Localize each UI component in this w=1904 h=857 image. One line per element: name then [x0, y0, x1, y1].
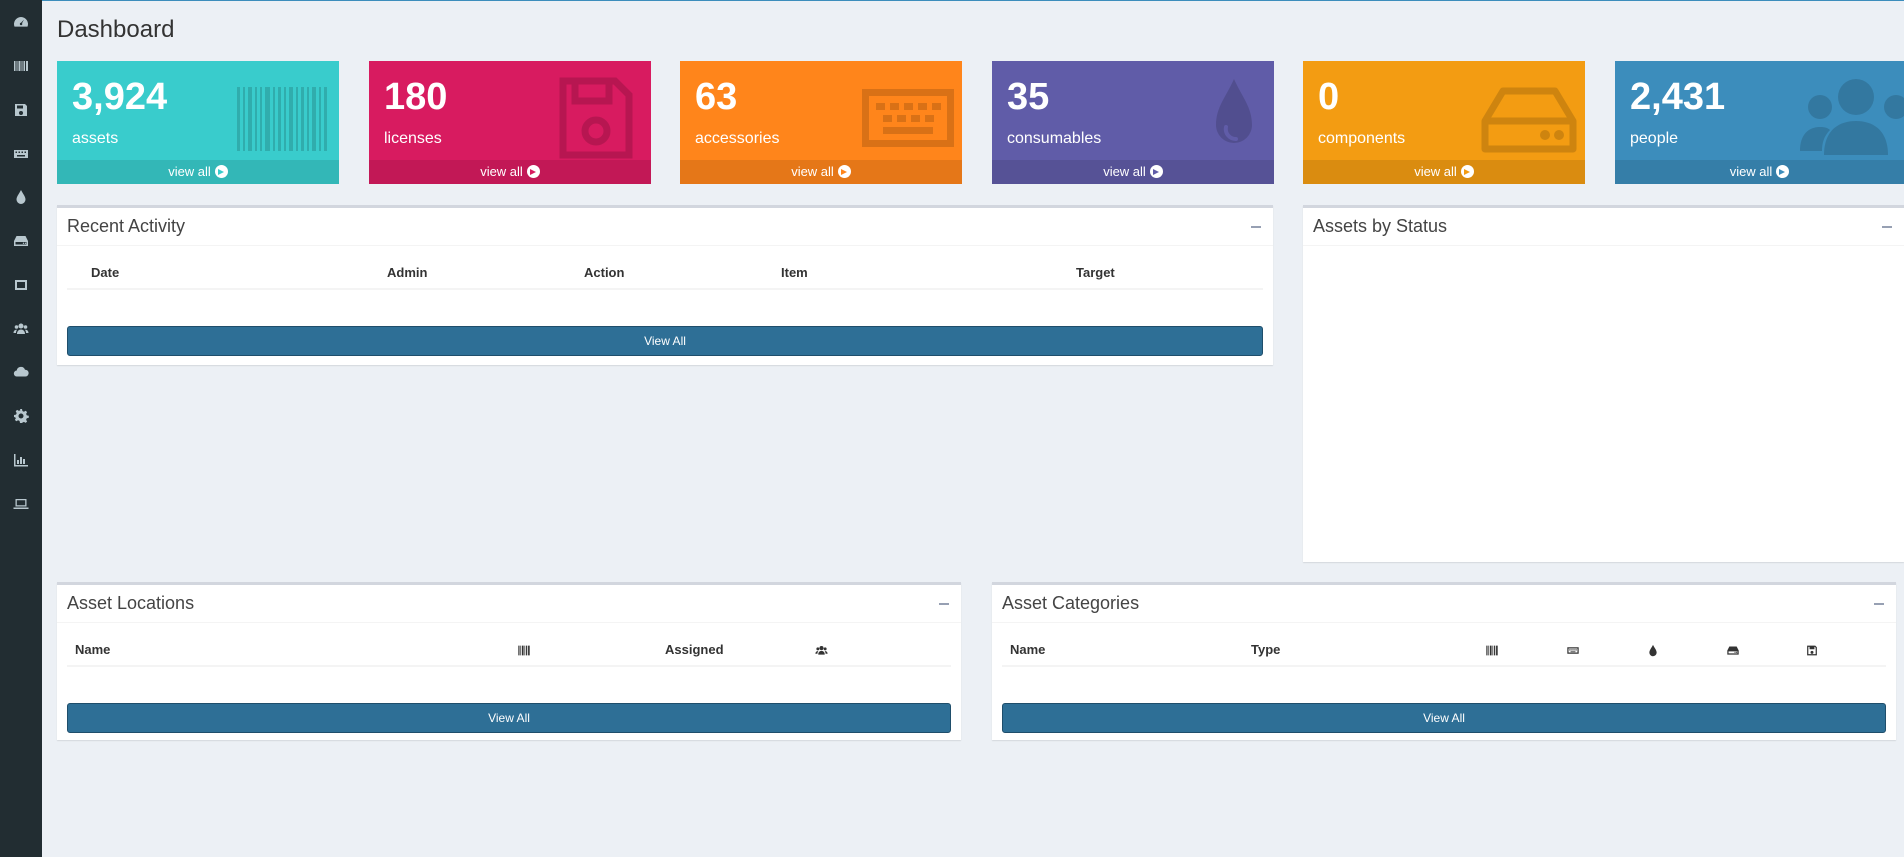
consumables-view-all-link[interactable]: view all [992, 160, 1274, 184]
page-title: Dashboard [57, 16, 175, 43]
collapse-button[interactable] [1249, 220, 1263, 234]
users-icon [1800, 77, 1904, 159]
licenses-count: 180 [384, 76, 448, 118]
licenses-label: licenses [384, 130, 442, 147]
components-label: components [1318, 130, 1406, 147]
floppy-disk-icon[interactable] [1805, 644, 1819, 657]
column-item[interactable]: Item [781, 265, 808, 280]
licenses-view-all-link[interactable]: view all [369, 160, 651, 184]
assets-by-status-box: Assets by Status [1303, 205, 1904, 562]
sidebar [0, 0, 42, 857]
asset-categories-box: Asset Categories Name Type View All [992, 582, 1896, 740]
view-all-label: view all [480, 164, 523, 179]
column-name[interactable]: Name [1010, 642, 1046, 657]
accessories-count: 63 [695, 76, 738, 118]
accessories-view-all-link[interactable]: view all [680, 160, 962, 184]
view-all-button[interactable]: View All [67, 703, 951, 733]
box-header: Asset Categories [992, 585, 1896, 623]
assets-view-all-link[interactable]: view all [57, 160, 339, 184]
box-header: Asset Locations [57, 585, 961, 623]
view-all-label: view all [1103, 164, 1146, 179]
floppy-disk-icon [547, 77, 643, 159]
cloud-download-icon[interactable] [7, 359, 35, 385]
hdd-icon [1481, 77, 1577, 159]
main-content: Dashboard 3,924 assets view all 180 lice… [42, 0, 1904, 857]
accessories-tile: 63 accessories view all [680, 61, 962, 184]
consumables-count: 35 [1007, 76, 1050, 118]
people-tile: 2,431 people view all [1615, 61, 1904, 184]
view-all-label: view all [168, 164, 211, 179]
kit-icon[interactable] [7, 272, 35, 298]
gear-icon[interactable] [7, 403, 35, 429]
barcode-icon[interactable] [1485, 644, 1499, 657]
barcode-icon [235, 77, 331, 159]
collapse-button[interactable] [1880, 220, 1894, 234]
assets-tile: 3,924 assets view all [57, 61, 339, 184]
components-count: 0 [1318, 76, 1340, 118]
barcode-icon[interactable] [7, 53, 35, 79]
recent-activity-title: Recent Activity [67, 216, 186, 236]
components-view-all-link[interactable]: view all [1303, 160, 1585, 184]
column-action[interactable]: Action [584, 265, 625, 280]
arrow-circle-right-icon [214, 165, 228, 178]
column-assigned[interactable]: Assigned [665, 642, 724, 657]
arrow-circle-right-icon [837, 165, 851, 178]
consumables-label: consumables [1007, 130, 1102, 147]
table-header: Name Type [1002, 635, 1886, 667]
arrow-circle-right-icon [1776, 165, 1790, 178]
table-header: Date Admin Action Item Target [67, 258, 1263, 290]
floppy-disk-icon[interactable] [7, 97, 35, 123]
keyboard-icon[interactable] [7, 141, 35, 167]
view-all-label: view all [1414, 164, 1457, 179]
hdd-icon[interactable] [1726, 644, 1740, 657]
tint-drop-icon [1170, 77, 1266, 159]
arrow-circle-right-icon [526, 165, 540, 178]
asset-locations-title: Asset Locations [67, 593, 195, 613]
collapse-button[interactable] [1872, 597, 1886, 611]
column-target[interactable]: Target [1076, 265, 1115, 280]
people-count: 2,431 [1630, 76, 1726, 118]
asset-categories-title: Asset Categories [1002, 593, 1140, 613]
licenses-tile: 180 licenses view all [369, 61, 651, 184]
asset-locations-box: Asset Locations Name Assigned View All [57, 582, 961, 740]
column-date[interactable]: Date [91, 265, 120, 280]
table-header: Name Assigned [67, 635, 951, 667]
recent-activity-box: Recent Activity Date Admin Action Item T… [57, 205, 1273, 365]
users-icon[interactable] [7, 316, 35, 342]
barcode-icon[interactable] [517, 644, 531, 657]
arrow-circle-right-icon [1460, 165, 1474, 178]
assets-label: assets [72, 130, 119, 147]
collapse-button[interactable] [937, 597, 951, 611]
tint-drop-icon[interactable] [1646, 644, 1660, 657]
keyboard-icon [858, 77, 954, 159]
keyboard-icon[interactable] [1566, 644, 1580, 657]
arrow-circle-right-icon [1149, 165, 1163, 178]
consumables-tile: 35 consumables view all [992, 61, 1274, 184]
laptop-icon[interactable] [7, 491, 35, 517]
box-header: Assets by Status [1303, 208, 1904, 246]
users-icon[interactable] [813, 644, 830, 657]
assets-count: 3,924 [72, 76, 168, 118]
people-view-all-link[interactable]: view all [1615, 160, 1904, 184]
tint-drop-icon[interactable] [7, 184, 35, 210]
hdd-icon[interactable] [7, 228, 35, 254]
view-all-button[interactable]: View All [67, 326, 1263, 356]
people-label: people [1630, 130, 1679, 147]
column-type[interactable]: Type [1251, 642, 1281, 657]
box-header: Recent Activity [57, 208, 1273, 246]
bar-chart-icon[interactable] [7, 447, 35, 473]
column-name[interactable]: Name [75, 642, 111, 657]
components-tile: 0 components view all [1303, 61, 1585, 184]
assets-by-status-title: Assets by Status [1313, 216, 1448, 236]
accessories-label: accessories [695, 130, 780, 147]
dashboard-icon[interactable] [7, 10, 35, 36]
view-all-label: view all [1729, 164, 1773, 179]
column-admin[interactable]: Admin [387, 265, 428, 280]
view-all-label: view all [791, 164, 834, 179]
view-all-button[interactable]: View All [1002, 703, 1886, 733]
top-border [42, 0, 1904, 1]
